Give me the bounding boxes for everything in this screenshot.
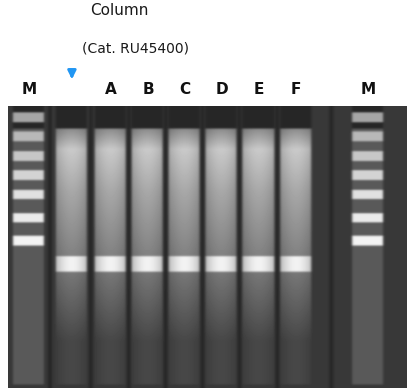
Text: B: B [142, 82, 154, 97]
Text: F: F [291, 82, 301, 97]
Text: Column: Column [90, 3, 149, 19]
Text: D: D [216, 82, 228, 97]
Text: E: E [254, 82, 264, 97]
Text: M: M [22, 82, 37, 97]
Text: C: C [179, 82, 191, 97]
Text: A: A [105, 82, 117, 97]
Text: (Cat. RU45400): (Cat. RU45400) [82, 42, 189, 55]
Text: M: M [360, 82, 375, 97]
